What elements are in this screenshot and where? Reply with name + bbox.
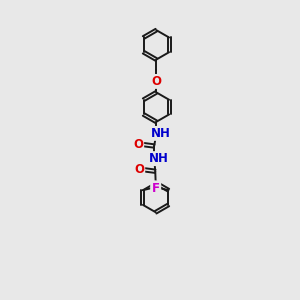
Text: F: F	[151, 182, 159, 195]
Text: O: O	[134, 163, 144, 176]
Text: F: F	[152, 182, 160, 195]
Text: O: O	[133, 138, 143, 151]
Text: NH: NH	[151, 127, 171, 140]
Text: NH: NH	[149, 152, 169, 165]
Text: O: O	[151, 75, 161, 88]
